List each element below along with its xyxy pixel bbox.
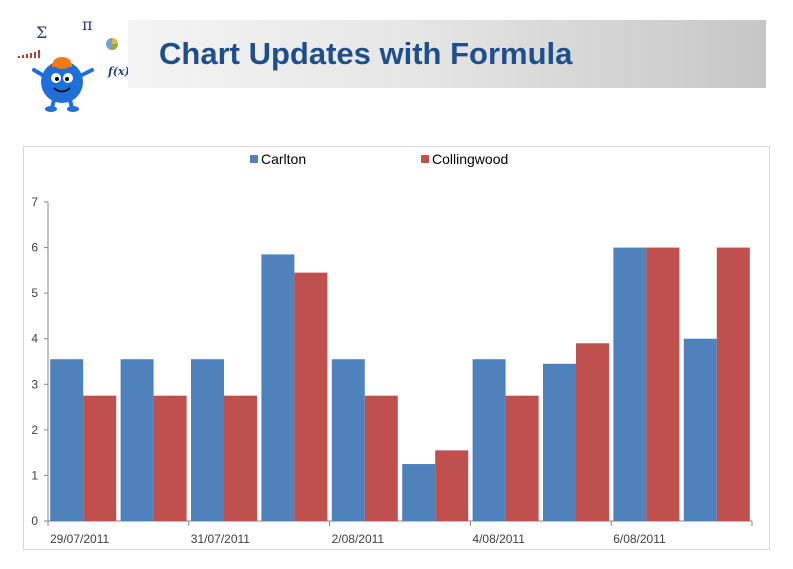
title-banner: Chart Updates with Formula [128, 20, 766, 88]
sigma-symbol: Σ [36, 23, 47, 42]
bar-carlton [613, 247, 647, 522]
bar-collingwood [83, 395, 117, 521]
bar-carlton [472, 359, 506, 521]
y-tick-label: 4 [31, 332, 38, 346]
pi-symbol: π [82, 15, 93, 34]
bar-collingwood [646, 247, 680, 522]
x-tick-label: 29/07/2011 [50, 532, 109, 546]
x-tick-label: 31/07/2011 [191, 532, 250, 546]
bar-collingwood [576, 343, 609, 521]
fx-symbol: f(x) [107, 65, 130, 78]
y-tick-label: 7 [31, 195, 38, 209]
bar-carlton [261, 254, 295, 521]
bar-collingwood [435, 450, 469, 521]
y-tick-label: 3 [31, 377, 38, 391]
bar-carlton [191, 359, 224, 521]
bar-carlton [683, 338, 717, 521]
x-tick-label: 4/08/2011 [472, 532, 525, 546]
pie-icon [106, 38, 118, 50]
bar-collingwood [294, 272, 328, 521]
bar-chart: 0 1 2 3 4 5 6 7 29/07/2011 31/07/2011 2/08/2011 4/0… [31, 151, 753, 546]
bar-collingwood [153, 395, 187, 521]
y-tick-label: 0 [31, 514, 38, 528]
page-title: Chart Updates with Formula [159, 36, 573, 71]
x-tick-label: 6/08/2011 [613, 532, 666, 546]
legend-label-carlton: Carlton [261, 151, 306, 167]
bar-carlton [331, 359, 365, 521]
bar-collingwood [364, 395, 398, 521]
legend-swatch-carlton [250, 155, 258, 163]
legend-swatch-collingwood [421, 155, 429, 163]
y-tick-label: 2 [31, 423, 38, 437]
bar-collingwood [716, 247, 750, 522]
mr-men-math-mascot-icon: Σ π f(x) [18, 15, 130, 112]
bar-carlton [402, 464, 436, 521]
bar-collingwood [505, 395, 539, 521]
y-tick-label: 6 [31, 241, 38, 255]
bar-carlton [543, 363, 576, 521]
mascot-logo: Σ π f(x) [8, 8, 130, 113]
bar-collingwood [224, 395, 257, 521]
x-tick-label: 2/08/2011 [332, 532, 385, 546]
bar-carlton [120, 359, 154, 521]
bar-carlton [50, 359, 84, 521]
y-tick-label: 5 [31, 286, 38, 300]
y-tick-label: 1 [31, 468, 38, 482]
bar-ladder-icon [18, 50, 40, 58]
legend-label-collingwood: Collingwood [432, 151, 508, 167]
mascot-figure [32, 57, 94, 112]
chart-frame: 0 1 2 3 4 5 6 7 29/07/2011 31/07/2011 2/08/2011 4/0… [23, 146, 770, 550]
